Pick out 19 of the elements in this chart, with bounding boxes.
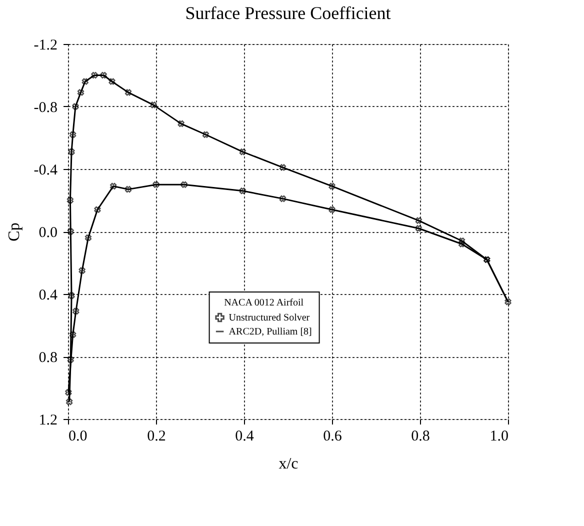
y-tick-label: -0.4 — [34, 162, 58, 178]
y-tick-label: -1.2 — [34, 38, 58, 54]
y-tick-label: 0.0 — [38, 225, 58, 241]
y-tick-label: 0.8 — [38, 350, 58, 366]
y-tick-label: 1.2 — [38, 412, 58, 428]
x-axis-title: x/c — [278, 456, 298, 472]
y-tick-label: -0.8 — [34, 100, 58, 116]
legend-label: ARC2D, Pulliam [8] — [228, 326, 312, 338]
legend-label: Unstructured Solver — [228, 312, 310, 324]
x-tick-label: 0.8 — [411, 428, 430, 444]
legend-title: NACA 0012 Airfoil — [224, 298, 304, 308]
y-tick-label: 0.4 — [38, 288, 58, 304]
x-tick-label: 1.0 — [490, 428, 508, 444]
chart-title: Surface Pressure Coefficient — [185, 3, 391, 23]
x-tick-label: 0.6 — [323, 428, 342, 444]
y-axis-title: Cp — [6, 222, 23, 242]
x-tick-label: 0.4 — [235, 428, 254, 444]
x-tick-label: 0.2 — [147, 428, 166, 444]
x-tick-label: 0.0 — [68, 428, 88, 444]
